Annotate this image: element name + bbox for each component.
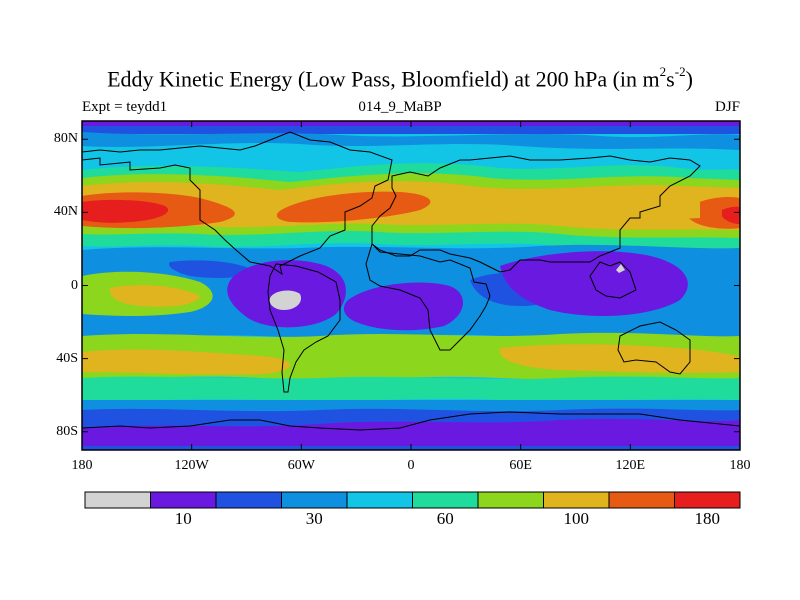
lon-tick-label: 0 bbox=[407, 458, 415, 473]
north-america-outline bbox=[82, 131, 393, 276]
colorbar-label: 10 bbox=[174, 509, 192, 528]
colorbar-label: 30 bbox=[305, 509, 323, 528]
pacific-tropic-yellow bbox=[109, 285, 200, 307]
south-america-outline bbox=[267, 263, 341, 393]
colorbar-swatch bbox=[215, 491, 282, 509]
run-label: 014_9_MaBP bbox=[358, 99, 442, 115]
dateline-jet-red bbox=[722, 206, 740, 224]
colorbar-swatch bbox=[281, 491, 348, 509]
colorbar-swatch bbox=[346, 491, 413, 509]
indonesia-outline bbox=[589, 261, 637, 299]
colorbar-swatch bbox=[477, 491, 544, 509]
colorbar-swatch bbox=[543, 491, 610, 509]
eurasia-outline bbox=[371, 155, 701, 273]
tick-marks bbox=[81, 121, 741, 450]
lat-tick-label: 40N bbox=[53, 204, 78, 220]
colorbar bbox=[84, 491, 741, 509]
southern-teal-band bbox=[82, 376, 740, 402]
australia-outline bbox=[617, 321, 691, 375]
south-pacific-yellow bbox=[82, 349, 290, 375]
lon-tick-label: 180 bbox=[71, 458, 93, 473]
contour-field bbox=[82, 121, 740, 450]
lon-tick-label: 120W bbox=[174, 458, 209, 473]
maritime-continent-low bbox=[500, 251, 688, 316]
pacific-jet-red bbox=[82, 199, 169, 223]
season-label: DJF bbox=[714, 99, 740, 115]
colorbar-swatch bbox=[608, 491, 675, 509]
band-south-mid bbox=[82, 400, 740, 412]
africa-outline bbox=[365, 243, 491, 351]
lon-tick-label: 60W bbox=[287, 458, 315, 473]
coastlines bbox=[82, 131, 740, 431]
colorbar-label: 100 bbox=[563, 509, 590, 528]
colorbar-label: 180 bbox=[694, 509, 721, 528]
indonesia-minimum bbox=[616, 264, 625, 273]
amazon-minimum bbox=[269, 290, 302, 310]
asia-jet-yellow bbox=[586, 187, 700, 219]
colorbar-swatch bbox=[412, 491, 479, 509]
band-north-low bbox=[82, 126, 740, 134]
lon-tick-label: 120E bbox=[615, 458, 646, 473]
plot-title: Eddy Kinetic Energy (Low Pass, Bloomfiel… bbox=[107, 64, 693, 92]
lat-tick-label: 0 bbox=[71, 277, 78, 293]
band-south-polar bbox=[82, 418, 740, 450]
africa-low bbox=[343, 282, 463, 331]
colorbar-swatch bbox=[84, 491, 151, 509]
band-north-mid bbox=[82, 132, 740, 150]
colorbar-swatch bbox=[674, 491, 741, 509]
southern-indian-yellow bbox=[499, 344, 740, 373]
lon-tick-label: 180 bbox=[729, 458, 751, 473]
colorbar-swatch bbox=[150, 491, 217, 509]
lat-tick-label: 80S bbox=[56, 423, 78, 439]
antarctica-outline bbox=[82, 411, 740, 431]
experiment-label: Expt = teydd1 bbox=[82, 99, 168, 115]
colorbar-label: 60 bbox=[436, 509, 454, 528]
lon-tick-label: 60E bbox=[509, 458, 532, 473]
lat-tick-label: 80N bbox=[53, 131, 78, 147]
atlantic-jet-orange bbox=[276, 191, 431, 223]
lat-tick-label: 40S bbox=[56, 350, 78, 366]
east-pacific-dark bbox=[168, 260, 252, 278]
